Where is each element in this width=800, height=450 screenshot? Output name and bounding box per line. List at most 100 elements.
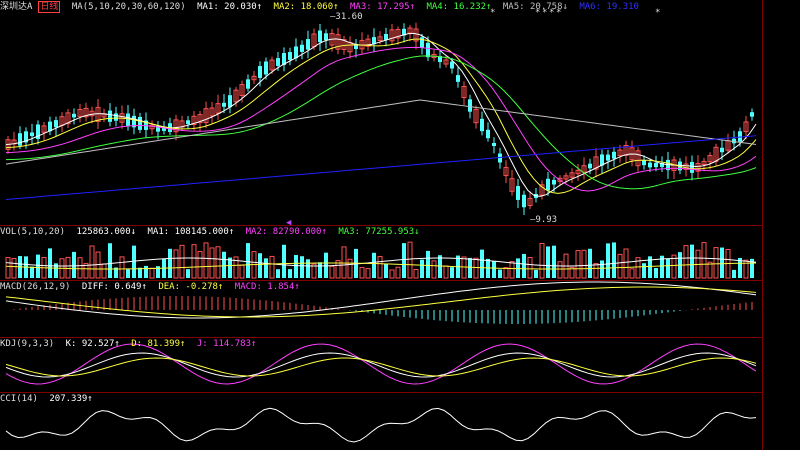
candle-down (228, 95, 232, 108)
candle-down (258, 66, 262, 78)
candle-up (683, 163, 689, 170)
candle-up (239, 84, 245, 96)
candle-down (486, 129, 490, 139)
cci-label: CCI(14) (0, 394, 38, 404)
candle-down (132, 115, 136, 128)
kdj-j: J: 114.783↑ (196, 339, 257, 349)
candle-down (516, 186, 520, 200)
candle-down (318, 30, 322, 43)
candle-down (186, 120, 190, 125)
volume-bar (617, 253, 623, 279)
event-marker[interactable]: * (655, 8, 661, 18)
candle-up (557, 177, 563, 182)
volume-bar (246, 243, 250, 278)
volume-bar (144, 265, 148, 278)
volume-bar (101, 263, 107, 279)
vol-ma2: MA2: 82790.000↑ (245, 227, 327, 237)
candle-down (354, 44, 358, 50)
candle-down (588, 163, 592, 169)
volume-bar (635, 257, 641, 279)
ma5-line (5, 99, 757, 165)
volume-bar (156, 266, 160, 278)
volume-bar (539, 242, 545, 279)
candle-up (89, 110, 95, 117)
candle-down (222, 102, 226, 107)
volume-bar (36, 254, 40, 278)
candle-up (569, 172, 575, 178)
candle-down (468, 99, 472, 112)
volume-bar (546, 246, 550, 278)
stock-name[interactable]: 深圳达A (0, 2, 33, 12)
candle-up (539, 184, 545, 196)
ma-label: MA(5,10,20,30,60,120) (71, 2, 186, 12)
volume-bar (431, 260, 437, 279)
volume-bar (468, 257, 472, 278)
macd-macd: MACD: 1.854↑ (234, 282, 300, 292)
vol-value: 125863.000↓ (76, 227, 137, 237)
candle-up (233, 89, 239, 103)
low-price-label: —9.93 (530, 215, 558, 225)
candle-up (527, 197, 533, 207)
candle-up (377, 36, 383, 41)
volume-bar (179, 244, 185, 279)
volume-bar (707, 261, 713, 279)
volume-bar (498, 269, 502, 278)
candle-up (41, 125, 47, 133)
cci-panel-header: CCI(14) 207.339↑ (0, 394, 99, 405)
volume-bar (486, 258, 490, 278)
ma4-value: MA4: 16.232↑ (426, 2, 492, 12)
volume-bar (738, 257, 742, 278)
volume-bar (701, 242, 707, 279)
volume-bar (89, 245, 95, 279)
candle-up (341, 39, 347, 50)
candle-up (77, 108, 83, 117)
volume-bar (581, 249, 587, 279)
candle-up (617, 149, 623, 157)
volume-bar (222, 251, 226, 278)
candle-up (575, 169, 581, 175)
volume-bar (209, 247, 215, 279)
volume-bar (750, 258, 754, 278)
candle-down (384, 33, 388, 40)
volume-bar (119, 256, 125, 279)
volume-bar (552, 245, 556, 278)
volume-bar (732, 269, 736, 278)
volume-bar (522, 253, 526, 278)
ma4-line (5, 55, 757, 190)
volume-bar (743, 259, 749, 279)
candle-down (654, 162, 658, 168)
candle-down (660, 162, 664, 168)
volume-bar (294, 254, 298, 278)
volume-bar (191, 244, 197, 279)
volume-bar (77, 257, 83, 279)
volume-bar (258, 253, 262, 278)
candle-down (30, 132, 34, 137)
volume-bar (666, 258, 670, 278)
volume-bar (132, 245, 136, 278)
period-tag[interactable]: 日线 (38, 1, 61, 13)
volume-bar (126, 269, 130, 278)
candle-down (108, 110, 112, 122)
ma2-value: MA2: 18.060↑ (273, 2, 339, 12)
main-panel-header: 深圳达A 日线 MA(5,10,20,30,60,120) MA1: 20.030… (0, 1, 645, 13)
candle-down (606, 154, 610, 161)
ma3-line (5, 46, 757, 192)
event-marker[interactable]: * (542, 8, 548, 18)
candle-down (144, 120, 148, 130)
volume-bar (228, 257, 232, 278)
event-marker[interactable]: * (535, 8, 541, 18)
volume-bar (306, 259, 310, 278)
candle-down (264, 61, 268, 75)
candle-up (509, 178, 515, 192)
event-marker[interactable]: * (556, 8, 562, 18)
vol-ma1: MA1: 108145.000↑ (147, 227, 235, 237)
event-marker[interactable]: * (549, 8, 555, 18)
candle-up (191, 115, 197, 126)
candle-down (648, 162, 652, 168)
volume-bar (30, 266, 34, 278)
cci-line (5, 407, 757, 443)
volume-bar (48, 248, 52, 278)
volume-bar (612, 242, 616, 278)
event-marker[interactable]: * (490, 8, 496, 18)
